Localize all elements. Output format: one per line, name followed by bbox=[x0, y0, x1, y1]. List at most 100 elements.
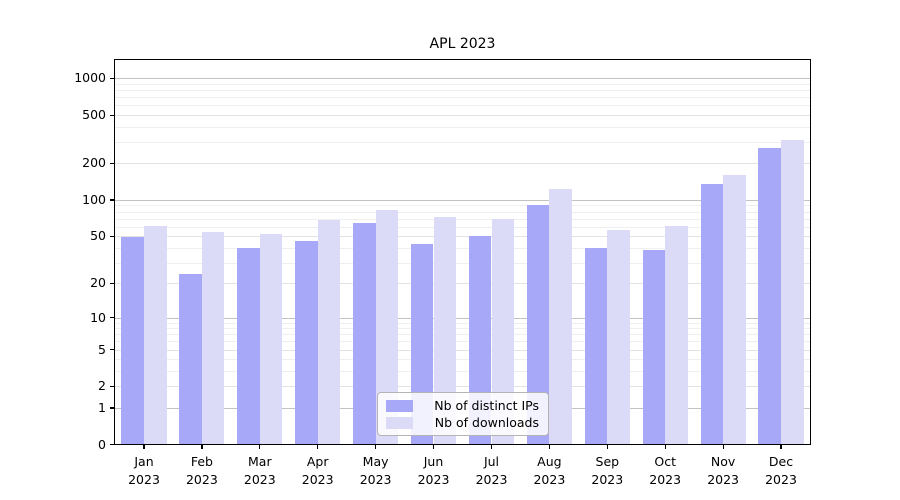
y-tick-label-100: 100 bbox=[82, 191, 106, 207]
bar-downloads-jul bbox=[491, 219, 515, 444]
bar-downloads-jan bbox=[144, 225, 167, 444]
legend-swatch-downloads bbox=[386, 416, 413, 429]
x-tick-label-apr: Apr 2023 bbox=[301, 454, 334, 487]
grid-line-60 bbox=[115, 226, 810, 228]
y-tick-label-10: 10 bbox=[90, 309, 106, 325]
plot-area bbox=[114, 59, 811, 445]
bar-downloads-nov bbox=[723, 174, 746, 444]
x-tick-mark-dec bbox=[780, 445, 782, 449]
y-tick-mark-5 bbox=[110, 349, 114, 351]
legend-item-downloads: Nb of downloads bbox=[386, 414, 539, 431]
chart-title: APL 2023 bbox=[429, 36, 496, 52]
grid-line-300 bbox=[115, 142, 810, 143]
x-tick-label-aug: Aug 2023 bbox=[533, 454, 566, 487]
y-tick-mark-10 bbox=[110, 317, 114, 319]
y-tick-label-0: 0 bbox=[98, 436, 106, 452]
bar-downloads-mar bbox=[259, 234, 283, 444]
bar-downloads-feb bbox=[201, 232, 225, 444]
y-tick-label-200: 200 bbox=[82, 155, 106, 171]
y-tick-mark-2 bbox=[110, 385, 114, 388]
grid-line-600 bbox=[115, 105, 810, 107]
y-tick-mark-0 bbox=[110, 444, 114, 446]
grid-line-400 bbox=[115, 126, 810, 128]
y-tick-label-50: 50 bbox=[90, 228, 106, 244]
grid-line-700 bbox=[115, 97, 810, 99]
legend: Nb of distinct IPs Nb of downloads bbox=[377, 392, 549, 436]
grid-line-70 bbox=[115, 218, 810, 220]
grid-line-6 bbox=[115, 341, 810, 343]
bar-distinct-ips-dec bbox=[758, 148, 781, 444]
x-tick-mark-nov bbox=[722, 445, 724, 449]
bar-downloads-oct bbox=[665, 225, 688, 444]
x-tick-label-dec: Dec 2023 bbox=[765, 454, 797, 487]
grid-line-8 bbox=[115, 328, 810, 330]
grid-line-10 bbox=[115, 317, 810, 319]
grid-line-9 bbox=[115, 322, 810, 324]
y-tick-label-2: 2 bbox=[98, 378, 106, 394]
grid-line-200 bbox=[115, 163, 810, 165]
y-tick-label-1000: 1000 bbox=[74, 70, 106, 86]
bar-distinct-ips-sep bbox=[584, 247, 608, 444]
x-tick-label-oct: Oct 2023 bbox=[649, 454, 682, 487]
x-tick-mark-jan bbox=[143, 445, 145, 449]
grid-line-50 bbox=[115, 236, 810, 238]
bar-downloads-jun bbox=[433, 217, 457, 444]
grid-line-20 bbox=[115, 283, 810, 285]
grid-line-1000 bbox=[115, 78, 810, 80]
bar-distinct-ips-aug bbox=[526, 204, 550, 444]
bar-downloads-dec bbox=[781, 139, 804, 444]
grid-line-30 bbox=[115, 262, 810, 264]
grid-line-7 bbox=[115, 334, 810, 336]
bar-downloads-may bbox=[375, 210, 399, 444]
bar-distinct-ips-oct bbox=[642, 250, 666, 444]
y-tick-mark-100 bbox=[110, 199, 114, 201]
x-tick-label-sep: Sep 2023 bbox=[591, 454, 624, 487]
y-tick-mark-500 bbox=[110, 114, 114, 116]
grid-line-2 bbox=[115, 386, 810, 388]
x-tick-mark-jul bbox=[490, 445, 493, 449]
bar-distinct-ips-jan bbox=[121, 237, 144, 444]
y-tick-mark-1 bbox=[110, 407, 114, 409]
x-tick-label-feb: Feb 2023 bbox=[185, 454, 218, 487]
y-tick-label-500: 500 bbox=[82, 107, 106, 122]
x-tick-mark-apr bbox=[317, 445, 319, 449]
y-tick-label-5: 5 bbox=[98, 341, 106, 357]
grid-line-5 bbox=[115, 349, 810, 351]
x-tick-mark-may bbox=[375, 445, 377, 449]
bar-distinct-ips-nov bbox=[700, 184, 724, 444]
bar-distinct-ips-feb bbox=[179, 273, 202, 444]
bar-distinct-ips-apr bbox=[295, 240, 318, 444]
grid-line-40 bbox=[115, 247, 810, 249]
bar-downloads-apr bbox=[317, 220, 341, 444]
legend-label-distinct-ips: Nb of distinct IPs bbox=[434, 398, 539, 413]
legend-label-downloads: Nb of downloads bbox=[434, 415, 539, 430]
x-tick-mark-jun bbox=[432, 445, 435, 449]
x-tick-label-jun: Jun 2023 bbox=[417, 454, 450, 487]
y-tick-mark-200 bbox=[110, 162, 114, 165]
legend-item-distinct-ips: Nb of distinct IPs bbox=[386, 397, 539, 414]
grid-line-900 bbox=[115, 83, 810, 85]
x-tick-mark-oct bbox=[664, 445, 666, 449]
bar-downloads-aug bbox=[549, 189, 572, 444]
x-tick-mark-mar bbox=[259, 445, 261, 449]
grid-line-90 bbox=[115, 205, 810, 207]
grid-line-500 bbox=[115, 115, 810, 116]
grid-line-4 bbox=[115, 359, 810, 361]
y-tick-mark-1000 bbox=[110, 77, 114, 80]
bar-distinct-ips-may bbox=[353, 223, 376, 444]
x-tick-label-may: May 2023 bbox=[359, 454, 392, 487]
grid-line-100 bbox=[115, 199, 810, 201]
grid-line-80 bbox=[115, 211, 810, 213]
y-tick-label-20: 20 bbox=[90, 275, 106, 291]
x-tick-label-mar: Mar 2023 bbox=[243, 454, 276, 487]
bar-downloads-sep bbox=[607, 230, 630, 444]
x-tick-label-jan: Jan 2023 bbox=[128, 454, 160, 487]
x-tick-mark-aug bbox=[548, 445, 551, 449]
grid-line-3 bbox=[115, 371, 810, 373]
y-tick-mark-20 bbox=[110, 282, 114, 284]
x-tick-label-nov: Nov 2023 bbox=[707, 454, 739, 487]
y-tick-label-1: 1 bbox=[98, 399, 106, 415]
legend-swatch-distinct-ips bbox=[386, 399, 413, 412]
grid-line-800 bbox=[115, 90, 810, 92]
